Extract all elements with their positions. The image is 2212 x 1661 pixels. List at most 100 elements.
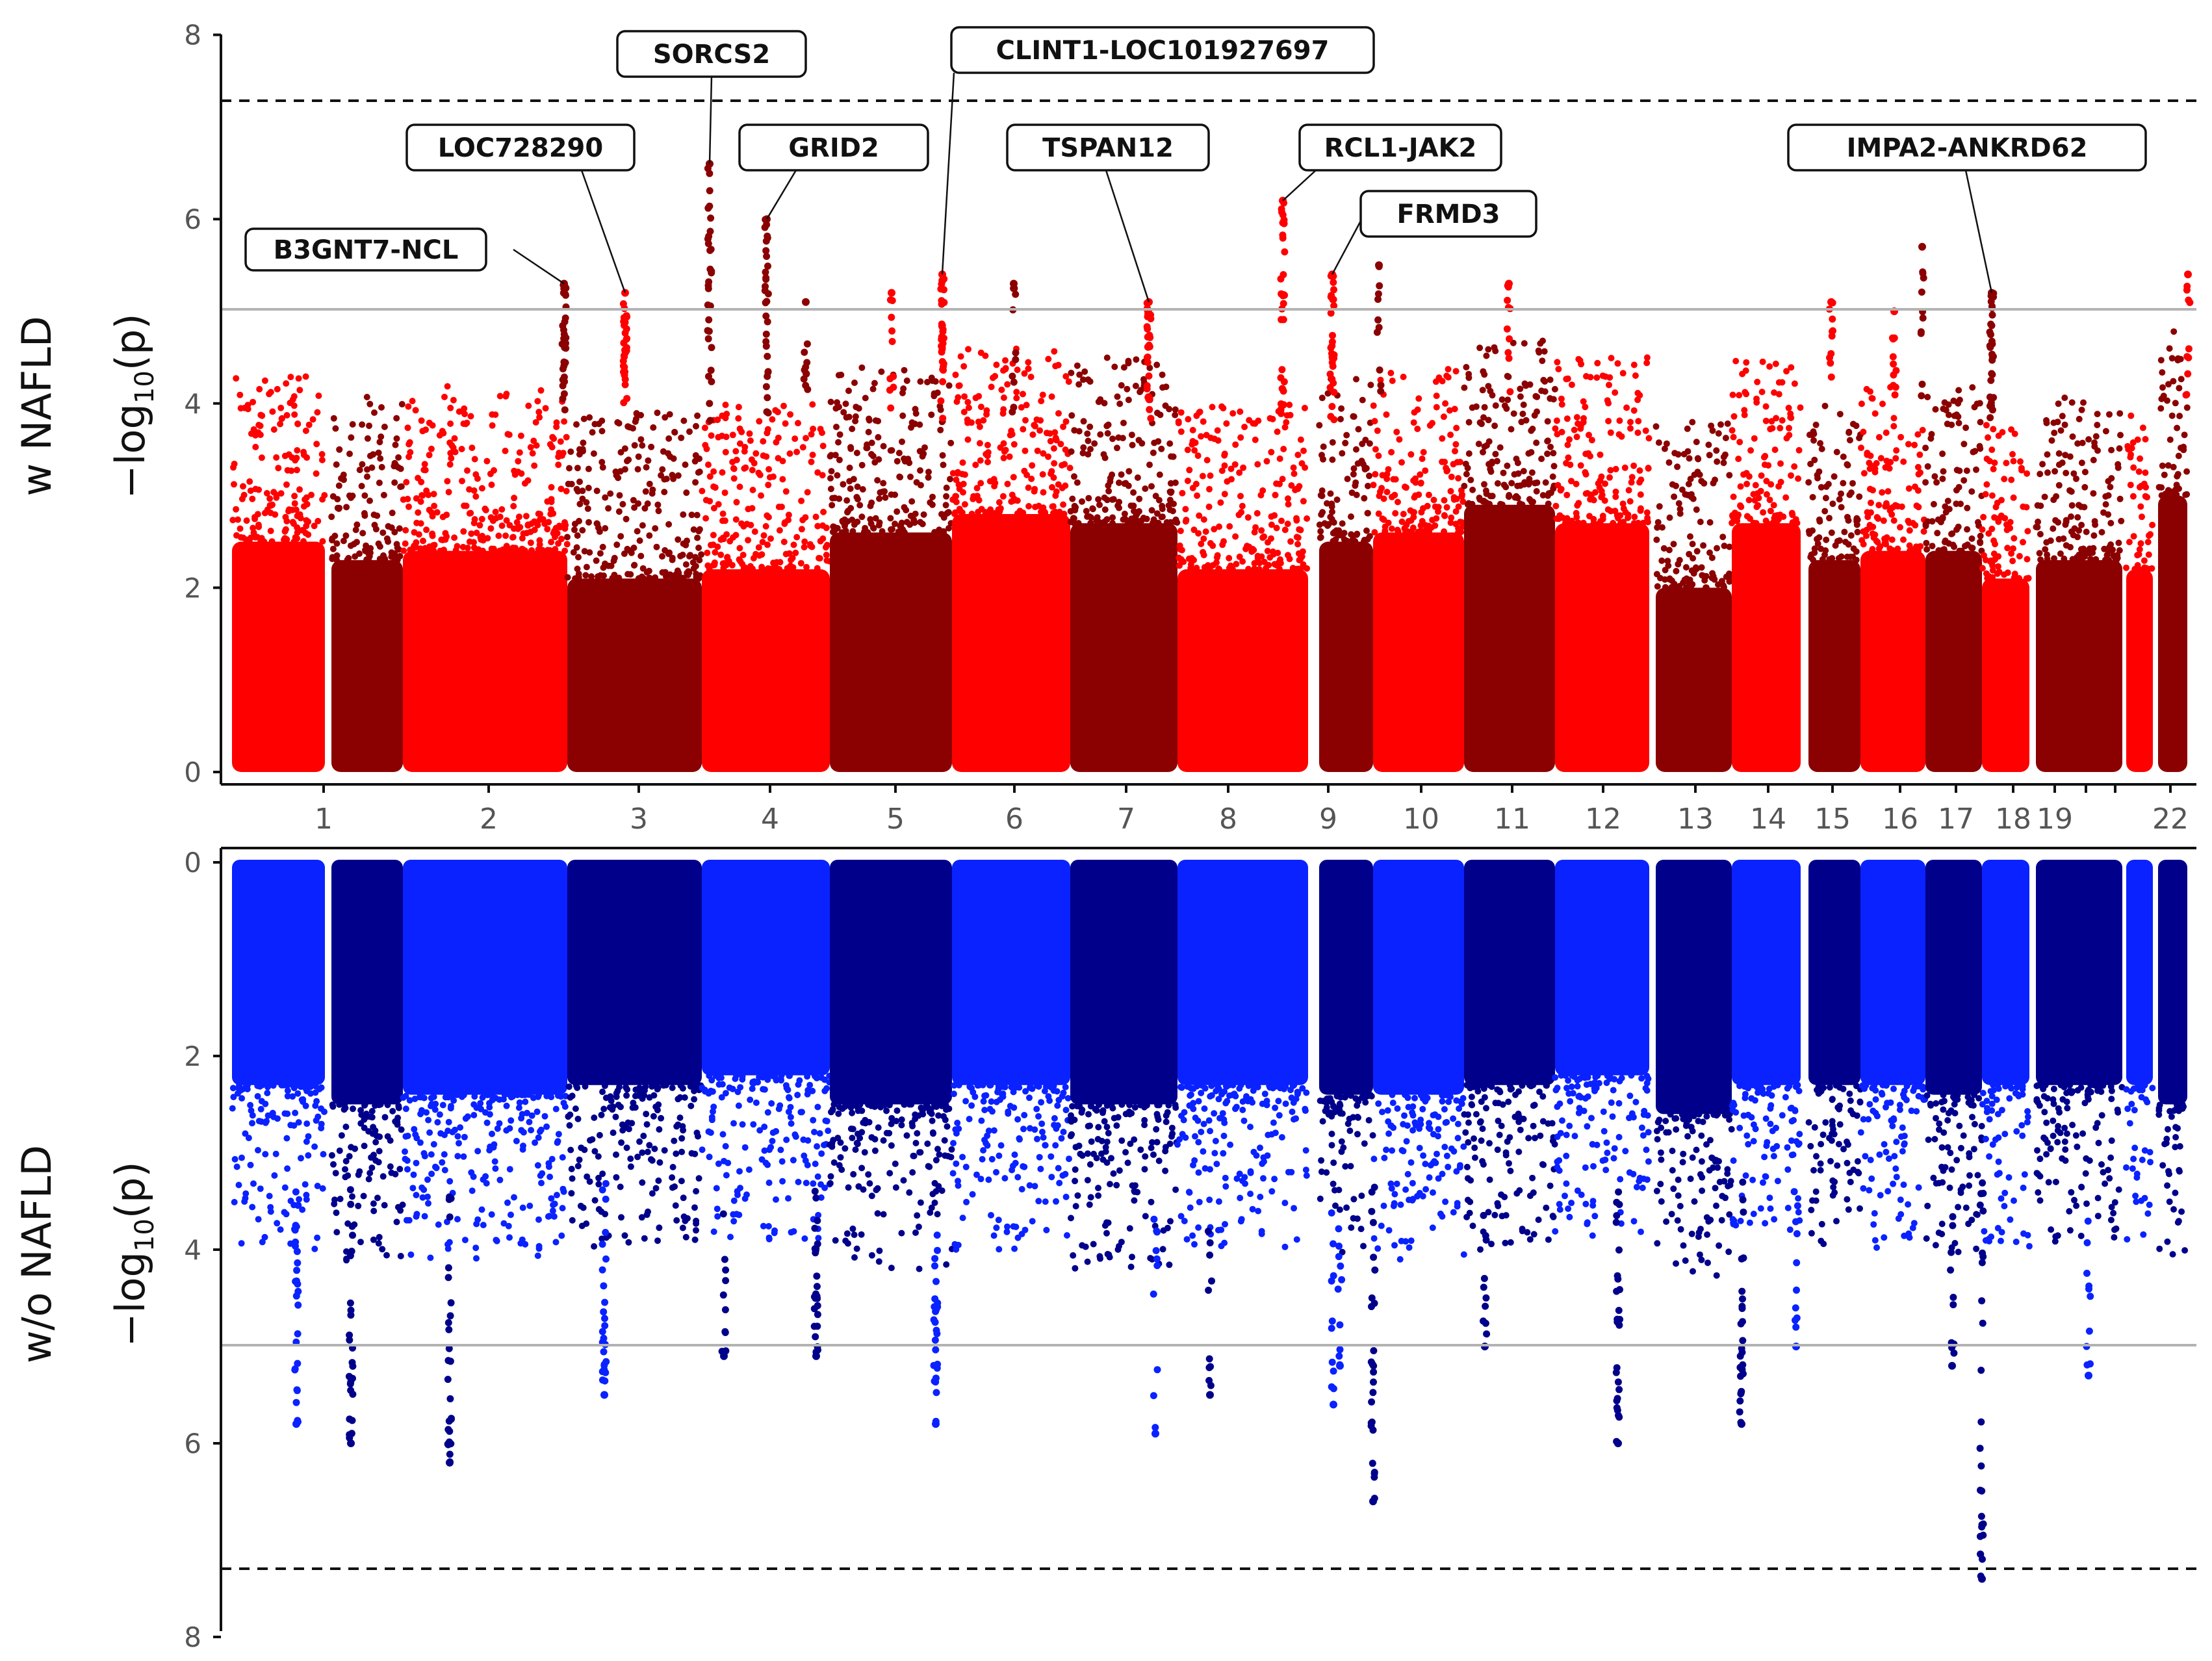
top-point bbox=[2117, 431, 2124, 439]
top-point bbox=[1946, 540, 1952, 547]
bottom-point bbox=[277, 1226, 284, 1233]
bottom-point bbox=[568, 1190, 575, 1197]
top-point bbox=[2076, 502, 2082, 509]
bottom-point bbox=[851, 1231, 858, 1239]
bottom-point bbox=[672, 1202, 679, 1209]
top-point bbox=[421, 461, 428, 468]
top-point bbox=[1612, 389, 1619, 396]
bottom-point bbox=[730, 1211, 737, 1218]
bottom-point bbox=[761, 1147, 768, 1154]
top-point bbox=[588, 573, 595, 580]
bottom-point bbox=[1042, 1198, 1049, 1205]
top-point bbox=[832, 405, 840, 412]
top-point bbox=[740, 565, 747, 573]
top-point bbox=[1565, 454, 1572, 461]
top-point bbox=[1905, 441, 1912, 448]
top-point bbox=[530, 437, 537, 444]
top-point bbox=[1045, 453, 1051, 460]
bottom-point bbox=[296, 1196, 303, 1203]
bottom-point bbox=[909, 1169, 916, 1176]
bottom-point bbox=[539, 1170, 546, 1177]
top-peak-GRID2 bbox=[762, 338, 770, 346]
bottom-point bbox=[423, 1109, 430, 1116]
top-point bbox=[1380, 516, 1387, 523]
bottom-point bbox=[673, 1217, 680, 1224]
top-point bbox=[426, 419, 433, 426]
top-point bbox=[502, 393, 509, 400]
bottom-point bbox=[1100, 1107, 1107, 1114]
bottom-point bbox=[842, 1237, 849, 1244]
top-point bbox=[1278, 517, 1285, 524]
top-point bbox=[1539, 492, 1547, 499]
bottom-point bbox=[446, 1239, 453, 1246]
bottom-point bbox=[1141, 1116, 1148, 1124]
bottom-point bbox=[734, 1188, 741, 1195]
top-point bbox=[483, 457, 491, 465]
bottom-point bbox=[988, 1098, 995, 1105]
top-point bbox=[1608, 355, 1615, 361]
bottom-point bbox=[650, 1082, 658, 1089]
top-point bbox=[364, 473, 370, 480]
top-point bbox=[1987, 557, 1994, 564]
top-point bbox=[853, 494, 860, 500]
top-point bbox=[448, 442, 456, 449]
bottom-point bbox=[591, 1243, 598, 1250]
top-point bbox=[1643, 359, 1651, 367]
top-peak-TSPAN12 bbox=[1145, 372, 1153, 380]
top-point bbox=[1598, 487, 1605, 495]
top-point bbox=[793, 534, 801, 541]
bottom-point bbox=[552, 1239, 559, 1246]
top-point bbox=[1159, 371, 1166, 378]
top-point bbox=[1868, 394, 1875, 402]
top-point bbox=[615, 574, 623, 582]
top-point bbox=[545, 519, 552, 526]
top-point bbox=[1417, 480, 1424, 487]
bottom-point bbox=[337, 1196, 344, 1202]
top-point bbox=[532, 418, 539, 426]
top-point bbox=[1927, 435, 1935, 442]
top-point bbox=[1870, 534, 1877, 541]
bottom-point bbox=[760, 1086, 767, 1093]
bottom-point bbox=[1058, 1135, 1065, 1142]
top-point bbox=[1809, 494, 1816, 501]
top-point bbox=[556, 522, 563, 530]
top-point bbox=[2008, 476, 2015, 483]
bottom-point bbox=[524, 1109, 530, 1116]
bottom-point bbox=[572, 1082, 580, 1089]
top-point bbox=[1553, 417, 1560, 424]
bottom-point bbox=[1053, 1198, 1059, 1205]
bottom-point bbox=[469, 1187, 476, 1194]
top-point bbox=[1410, 513, 1417, 521]
top-point bbox=[1228, 476, 1235, 483]
bottom-point bbox=[875, 1258, 882, 1265]
bottom-point bbox=[719, 1081, 726, 1088]
top-point bbox=[1440, 413, 1447, 420]
top-point bbox=[1924, 463, 1931, 470]
top-point bbox=[1071, 427, 1078, 434]
top-point bbox=[1504, 372, 1511, 380]
top-point bbox=[459, 478, 465, 485]
gene-label-box bbox=[616, 30, 807, 78]
top-point bbox=[1465, 450, 1473, 457]
top-point bbox=[823, 552, 830, 558]
top-point bbox=[1140, 515, 1147, 521]
top-point bbox=[1095, 496, 1102, 503]
top-point bbox=[585, 484, 592, 491]
top-point bbox=[1836, 411, 1844, 418]
top-point bbox=[1481, 443, 1488, 450]
top-point bbox=[732, 516, 739, 523]
top-point bbox=[2129, 439, 2137, 446]
bottom-point bbox=[449, 1129, 456, 1136]
top-point bbox=[597, 550, 604, 557]
top-point bbox=[736, 545, 743, 552]
bottom-point bbox=[298, 1081, 305, 1088]
top-point bbox=[1946, 411, 1952, 418]
top-point bbox=[1775, 391, 1782, 398]
bottom-point bbox=[491, 1158, 498, 1165]
top-point bbox=[779, 476, 786, 483]
top-point bbox=[1304, 515, 1311, 522]
top-point bbox=[1111, 363, 1118, 370]
top-spike bbox=[886, 386, 894, 394]
top-point bbox=[678, 434, 685, 441]
